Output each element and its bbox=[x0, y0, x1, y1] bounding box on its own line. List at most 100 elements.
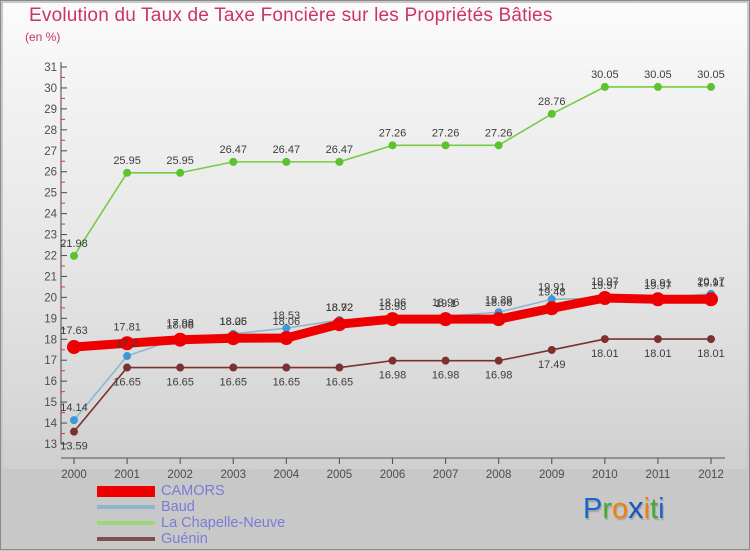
x-axis-tick-label: 2008 bbox=[486, 469, 512, 481]
point-value-label: 16.65 bbox=[166, 377, 194, 389]
data-point bbox=[707, 82, 715, 91]
chart-legend: CAMORS Baud La Chapelle-Neuve Guénin bbox=[97, 483, 397, 547]
data-point bbox=[226, 331, 241, 346]
y-axis-tick-label: 23 bbox=[44, 230, 57, 242]
data-point bbox=[707, 335, 715, 344]
point-value-label: 18.72 bbox=[326, 302, 354, 314]
data-point bbox=[388, 356, 397, 365]
point-value-label: 20.17 bbox=[697, 276, 725, 288]
y-axis-tick-label: 13 bbox=[44, 439, 57, 451]
series-camors bbox=[67, 291, 718, 355]
x-axis-tick-label: 2000 bbox=[61, 469, 87, 481]
plot-background bbox=[3, 3, 747, 469]
point-value-label: 18.26 bbox=[219, 316, 247, 328]
point-value-label: 30.05 bbox=[644, 69, 672, 81]
point-value-label: 13.59 bbox=[60, 441, 88, 453]
y-axis-tick-label: 18 bbox=[44, 334, 57, 346]
data-point bbox=[653, 82, 662, 91]
x-axis-tick-label: 2012 bbox=[698, 469, 724, 481]
point-value-label: 27.26 bbox=[485, 127, 513, 139]
data-point bbox=[388, 141, 397, 150]
data-point bbox=[491, 312, 506, 327]
legend-swatch bbox=[97, 485, 155, 497]
chart-point-labels: 21.98 25.95 25.95 26.47 26.47 26.47 27.26 27.26… bbox=[60, 69, 725, 453]
point-value-label: 18.96 bbox=[432, 297, 460, 309]
point-value-label: 19.91 bbox=[644, 277, 672, 289]
y-axis-tick-label: 29 bbox=[44, 104, 57, 116]
data-point bbox=[282, 324, 291, 333]
x-axis-tick-label: 2005 bbox=[327, 469, 353, 481]
x-axis-tick-label: 2006 bbox=[380, 469, 406, 481]
point-value-label: 16.98 bbox=[379, 370, 407, 382]
x-axis-tick-label: 2011 bbox=[646, 469, 671, 481]
data-point bbox=[279, 331, 294, 346]
data-point bbox=[332, 317, 347, 332]
series-gu-nin bbox=[70, 335, 715, 436]
point-value-label: 18.98 bbox=[379, 301, 407, 313]
y-axis-tick-label: 22 bbox=[44, 251, 57, 263]
data-point bbox=[547, 109, 556, 118]
point-value-label: 18.01 bbox=[591, 348, 619, 360]
chart-series bbox=[67, 82, 718, 436]
data-point bbox=[600, 335, 609, 344]
point-value-label: 16.65 bbox=[219, 377, 247, 389]
data-point bbox=[704, 292, 718, 307]
data-point bbox=[173, 332, 188, 347]
point-value-label: 25.95 bbox=[113, 155, 141, 167]
point-value-label: 25.95 bbox=[166, 155, 194, 167]
point-value-label: 18.96 bbox=[485, 297, 513, 309]
legend-item[interactable]: La Chapelle-Neuve bbox=[97, 515, 397, 531]
legend-label: La Chapelle-Neuve bbox=[161, 515, 286, 531]
point-value-label: 18.53 bbox=[273, 310, 301, 322]
data-point bbox=[282, 363, 291, 372]
legend-label: Baud bbox=[161, 499, 195, 515]
data-point bbox=[441, 141, 450, 150]
point-value-label: 26.47 bbox=[273, 144, 301, 156]
data-point bbox=[123, 363, 132, 372]
point-value-label: 30.05 bbox=[591, 69, 619, 81]
x-axis-tick-label: 2001 bbox=[114, 469, 140, 481]
point-value-label: 26.47 bbox=[219, 144, 247, 156]
y-axis-tick-label: 19 bbox=[44, 313, 57, 325]
point-value-label: 19.97 bbox=[591, 280, 619, 292]
legend-item[interactable]: Guénin bbox=[97, 531, 397, 547]
legend-item[interactable]: CAMORS bbox=[97, 483, 397, 499]
point-value-label: 27.26 bbox=[432, 127, 460, 139]
data-point bbox=[335, 157, 344, 166]
point-value-label: 30.05 bbox=[697, 69, 725, 81]
point-value-label: 16.65 bbox=[113, 377, 141, 389]
data-point bbox=[70, 251, 78, 260]
data-point bbox=[494, 356, 503, 365]
point-value-label: 19.29 bbox=[485, 294, 513, 306]
point-value-label: 19.97 bbox=[644, 280, 672, 292]
data-point bbox=[544, 301, 559, 316]
legend-item[interactable]: Baud bbox=[97, 499, 397, 515]
data-point bbox=[438, 312, 453, 327]
point-value-label: 17.98 bbox=[166, 318, 194, 330]
point-value-label: 16.65 bbox=[273, 377, 301, 389]
data-point bbox=[547, 345, 556, 354]
data-point bbox=[229, 363, 238, 372]
y-axis-tick-label: 31 bbox=[44, 62, 57, 74]
point-value-label: 16.65 bbox=[326, 377, 354, 389]
data-point bbox=[600, 82, 609, 91]
y-axis-tick-label: 28 bbox=[44, 125, 57, 137]
x-axis-tick-label: 2003 bbox=[220, 469, 246, 481]
chart-axes: 13 14 15 16 17 18 19 20 21 22 23 24 25 26 27 28 29 30 31 20… bbox=[44, 62, 725, 481]
x-axis-tick-label: 2009 bbox=[539, 469, 565, 481]
legend-label: CAMORS bbox=[161, 483, 225, 499]
x-axis-tick-label: 2004 bbox=[274, 469, 300, 481]
x-axis-tick-label: 2002 bbox=[167, 469, 193, 481]
data-point bbox=[70, 416, 78, 425]
point-value-label: 21.98 bbox=[60, 238, 88, 250]
logo-letter-t: t bbox=[650, 493, 659, 525]
point-value-label: 18.01 bbox=[697, 348, 725, 360]
logo-letter-i1: i bbox=[643, 493, 651, 525]
point-value-label: 17.81 bbox=[113, 321, 141, 333]
y-axis-tick-label: 17 bbox=[44, 355, 57, 367]
logo-letter-i2: i bbox=[658, 493, 665, 525]
legend-swatch bbox=[97, 537, 155, 541]
legend-swatch bbox=[97, 505, 155, 509]
y-axis-tick-label: 26 bbox=[44, 167, 57, 179]
